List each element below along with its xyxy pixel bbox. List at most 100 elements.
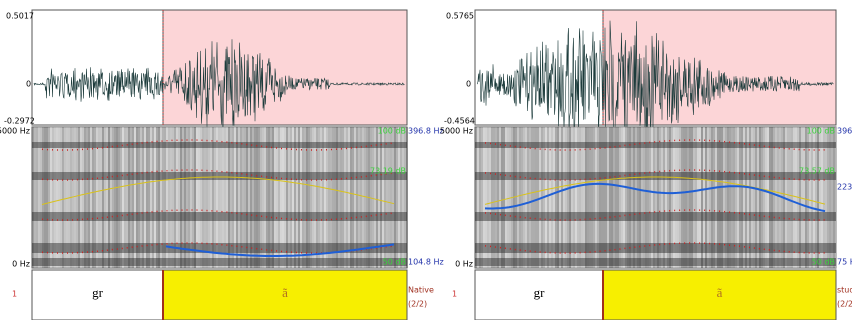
- spec-column: [218, 127, 220, 268]
- spec-column: [677, 127, 679, 268]
- spec-column: [308, 127, 310, 268]
- spec-column: [178, 127, 180, 268]
- spec-column: [751, 127, 753, 268]
- spec-column: [50, 127, 52, 268]
- spec-column: [769, 127, 771, 268]
- spec-column: [210, 127, 212, 268]
- spec-column: [821, 127, 823, 268]
- spec-column: [240, 127, 242, 268]
- spec-column: [128, 127, 130, 268]
- spec-column: [310, 127, 312, 268]
- spec-column: [529, 127, 531, 268]
- tier-name: studia: [837, 286, 852, 295]
- spec-column: [142, 127, 144, 268]
- pitch-bottom: 104.8 Hz: [408, 258, 444, 267]
- spec-column: [713, 127, 715, 268]
- spec-column: [146, 127, 148, 268]
- spec-column: [809, 127, 811, 268]
- spec-column: [186, 127, 188, 268]
- spec-column: [491, 127, 493, 268]
- spec-column: [701, 127, 703, 268]
- spec-column: [198, 127, 200, 268]
- spec-column: [312, 127, 314, 268]
- formant: [484, 242, 826, 254]
- spec-column: [56, 127, 58, 268]
- spec-column: [685, 127, 687, 268]
- spec-column: [655, 127, 657, 268]
- spec-column: [300, 127, 302, 268]
- spec-column: [192, 127, 194, 268]
- amp-zero: 0: [26, 80, 31, 89]
- spec-column: [479, 127, 481, 268]
- spec-column: [789, 127, 791, 268]
- spec-column: [224, 127, 226, 268]
- spec-column: [829, 127, 831, 268]
- spec-column: [152, 127, 154, 268]
- spec-column: [625, 127, 627, 268]
- spec-column: [304, 127, 306, 268]
- formant-band: [32, 258, 407, 266]
- spec-column: [671, 127, 673, 268]
- spec-column: [731, 127, 733, 268]
- spec-column: [547, 127, 549, 268]
- spec-column: [404, 127, 406, 268]
- spec-column: [206, 127, 208, 268]
- spec-column: [749, 127, 751, 268]
- spec-column: [74, 127, 76, 268]
- spec-column: [170, 127, 172, 268]
- spec-column: [276, 127, 278, 268]
- spec-column: [390, 127, 392, 268]
- spec-column: [767, 127, 769, 268]
- spec-column: [557, 127, 559, 268]
- spec-column: [262, 127, 264, 268]
- spec-column: [278, 127, 280, 268]
- spec-column: [286, 127, 288, 268]
- spec-column: [757, 127, 759, 268]
- spec-column: [344, 127, 346, 268]
- spec-column: [380, 127, 382, 268]
- spec-column: [533, 127, 535, 268]
- spec-column: [651, 127, 653, 268]
- spec-column: [42, 127, 44, 268]
- spec-column: [569, 127, 571, 268]
- spec-column: [282, 127, 284, 268]
- spec-column: [180, 127, 182, 268]
- spec-column: [86, 127, 88, 268]
- spec-column: [62, 127, 64, 268]
- spec-column: [631, 127, 633, 268]
- spec-column: [96, 127, 98, 268]
- spec-column: [663, 127, 665, 268]
- spec-column: [246, 127, 248, 268]
- spec-column: [649, 127, 651, 268]
- spec-column: [835, 127, 837, 268]
- intensity-top: 100 dB: [378, 127, 406, 136]
- spec-column: [222, 127, 224, 268]
- spec-column: [144, 127, 146, 268]
- spec-column: [745, 127, 747, 268]
- spec-column: [659, 127, 661, 268]
- spec-column: [729, 127, 731, 268]
- spec-column: [639, 127, 641, 268]
- spec-column: [402, 127, 404, 268]
- spec-column: [693, 127, 695, 268]
- pitch-mid: 223.6: [837, 183, 852, 192]
- spec-column: [705, 127, 707, 268]
- spec-column: [406, 127, 408, 268]
- intensity-bottom: 50 dB: [812, 258, 835, 267]
- spec-column: [34, 127, 36, 268]
- spec-column: [272, 127, 274, 268]
- spec-column: [230, 127, 232, 268]
- spec-column: [489, 127, 491, 268]
- spec-column: [681, 127, 683, 268]
- spec-column: [587, 127, 589, 268]
- spec-column: [495, 127, 497, 268]
- spec-column: [661, 127, 663, 268]
- spec-column: [599, 127, 601, 268]
- spec-column: [563, 127, 565, 268]
- spec-column: [342, 127, 344, 268]
- spec-column: [374, 127, 376, 268]
- spec-column: [214, 127, 216, 268]
- spec-column: [527, 127, 529, 268]
- formant-band: [475, 142, 836, 148]
- spec-column: [318, 127, 320, 268]
